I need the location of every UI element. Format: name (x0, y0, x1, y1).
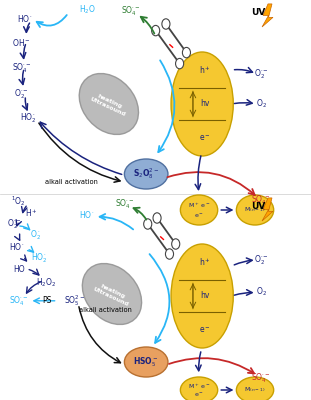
Text: M$^+$ e$^-$: M$^+$ e$^-$ (188, 202, 211, 210)
Text: OH$^-$: OH$^-$ (12, 36, 31, 48)
Text: hv: hv (201, 100, 210, 108)
Text: O$_2^\cdot$: O$_2^\cdot$ (30, 228, 41, 242)
Text: M$_{(n-1)}$: M$_{(n-1)}$ (244, 206, 266, 214)
Ellipse shape (82, 264, 142, 324)
Ellipse shape (236, 195, 274, 225)
Text: H$_2$O: H$_2$O (79, 4, 95, 16)
Text: hv: hv (201, 292, 210, 300)
Circle shape (165, 249, 174, 259)
Polygon shape (262, 198, 273, 221)
Text: O$_2^{\cdot-}$: O$_2^{\cdot-}$ (14, 87, 29, 101)
Text: O$_2$: O$_2$ (256, 98, 267, 110)
Text: H$_2$O$_2$: H$_2$O$_2$ (36, 276, 57, 289)
Circle shape (162, 19, 170, 29)
Text: SO$_4^{\cdot-}$: SO$_4^{\cdot-}$ (251, 371, 271, 385)
Text: h$^+$: h$^+$ (199, 64, 211, 76)
Text: S$_2$O$_8^{2-}$: S$_2$O$_8^{2-}$ (133, 166, 159, 182)
Text: O$_2^{\cdot-}$: O$_2^{\cdot-}$ (7, 217, 21, 231)
Text: SO$_5^{2-}$: SO$_5^{2-}$ (64, 293, 85, 308)
Text: h$^+$: h$^+$ (199, 256, 211, 268)
Circle shape (182, 47, 190, 58)
Ellipse shape (180, 377, 218, 400)
Text: SO$_4^{\cdot-}$: SO$_4^{\cdot-}$ (114, 197, 134, 211)
Text: HSO$_5^-$: HSO$_5^-$ (133, 355, 159, 369)
Text: SO$_4^{\cdot-}$: SO$_4^{\cdot-}$ (251, 193, 271, 207)
Text: heating
Ultrasound: heating Ultrasound (92, 281, 132, 307)
Text: UV: UV (251, 202, 265, 211)
Text: O$_2$: O$_2$ (256, 286, 267, 298)
Text: HO: HO (13, 266, 25, 274)
Text: HO$^\cdot$: HO$^\cdot$ (9, 240, 25, 252)
Text: e$^-$: e$^-$ (199, 134, 211, 143)
Text: M$^+$ e$^-$: M$^+$ e$^-$ (188, 382, 211, 391)
Text: e$^-$: e$^-$ (199, 326, 211, 335)
Text: SO$_4^{\cdot-}$: SO$_4^{\cdot-}$ (121, 4, 141, 18)
Text: SO$_4^{\cdot-}$: SO$_4^{\cdot-}$ (12, 61, 32, 75)
Text: heating
Ultrasound: heating Ultrasound (89, 91, 129, 117)
Text: M$_{(n-1)}$: M$_{(n-1)}$ (244, 386, 266, 394)
Circle shape (175, 58, 183, 69)
Text: e$^-$: e$^-$ (194, 212, 204, 220)
Ellipse shape (124, 159, 168, 189)
Text: PS: PS (42, 296, 51, 305)
Circle shape (153, 213, 161, 223)
Circle shape (152, 26, 160, 36)
Text: SO$_4^{\cdot-}$: SO$_4^{\cdot-}$ (9, 294, 29, 308)
Ellipse shape (124, 347, 168, 377)
Circle shape (144, 219, 152, 229)
Text: UV: UV (251, 8, 265, 17)
Text: H$^+$: H$^+$ (25, 207, 38, 219)
Text: $^1$O$_2$: $^1$O$_2$ (11, 194, 26, 208)
Text: alkali activation: alkali activation (79, 307, 132, 313)
Ellipse shape (171, 244, 233, 348)
Ellipse shape (171, 52, 233, 156)
Text: O$_2^{\cdot-}$: O$_2^{\cdot-}$ (254, 67, 269, 81)
Ellipse shape (79, 74, 138, 134)
Ellipse shape (236, 377, 274, 400)
Text: HO$_2^\cdot$: HO$_2^\cdot$ (20, 111, 36, 125)
Text: HO$_2^\cdot$: HO$_2^\cdot$ (30, 251, 47, 265)
Text: alkali activation: alkali activation (45, 179, 98, 185)
Text: e$^-$: e$^-$ (194, 391, 204, 399)
Ellipse shape (180, 195, 218, 225)
Polygon shape (262, 4, 273, 27)
Text: HO$^\cdot$: HO$^\cdot$ (17, 12, 33, 24)
Circle shape (172, 239, 180, 249)
Text: O$_2^{\cdot-}$: O$_2^{\cdot-}$ (254, 253, 269, 267)
Text: HO$^\cdot$: HO$^\cdot$ (79, 209, 95, 220)
